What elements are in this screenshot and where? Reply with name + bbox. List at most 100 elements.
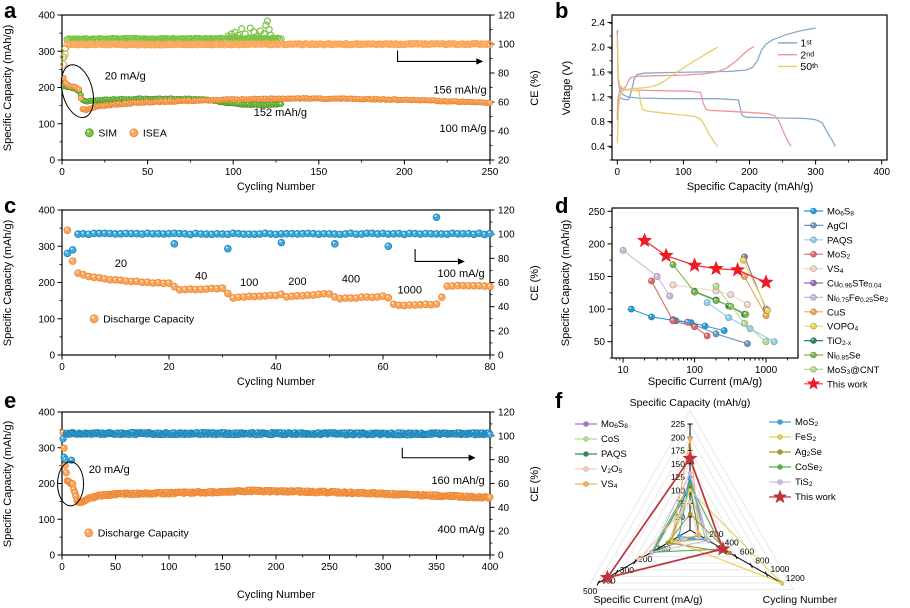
svg-text:156 mAh/g: 156 mAh/g [433, 85, 486, 97]
svg-text:50th: 50th [800, 61, 818, 73]
svg-text:20: 20 [498, 156, 510, 167]
svg-text:Voltage (V): Voltage (V) [561, 61, 573, 115]
svg-text:100: 100 [671, 485, 685, 495]
svg-text:500: 500 [583, 586, 597, 596]
svg-text:40: 40 [498, 302, 510, 313]
svg-text:1st: 1st [800, 38, 811, 50]
svg-text:50: 50 [142, 167, 154, 178]
svg-text:1.6: 1.6 [591, 68, 605, 79]
svg-text:150: 150 [671, 459, 685, 469]
panel-e: e 0 50 100 150 200 250 300 350 400 0 100 200 300 400 0… [0, 388, 545, 608]
svg-text:200: 200 [588, 239, 605, 250]
svg-text:200: 200 [268, 562, 285, 573]
svg-text:Specific Capacity (mAh/g): Specific Capacity (mAh/g) [2, 220, 14, 347]
svg-text:FeS2: FeS2 [795, 432, 816, 443]
svg-text:AgCl: AgCl [827, 221, 848, 232]
svg-text:Cycling Number: Cycling Number [763, 594, 838, 606]
svg-text:Cycling Number: Cycling Number [237, 181, 316, 193]
svg-text:100 mA/g: 100 mA/g [438, 268, 485, 280]
panel-a: a 0 50 100 150 200 250 0 100 200 300 400 20 40 60 80 10… [0, 0, 545, 195]
svg-text:2nd: 2nd [800, 49, 814, 61]
svg-text:Specific Capacity (mAh/g): Specific Capacity (mAh/g) [2, 421, 14, 548]
svg-text:100: 100 [588, 305, 605, 316]
panel-d-chart: 10 100 1000 50 100 150 200 250 Specific Current … [560, 207, 889, 391]
svg-text:10: 10 [618, 365, 630, 376]
svg-text:150: 150 [588, 272, 605, 283]
svg-text:VS4: VS4 [827, 264, 844, 275]
svg-text:200: 200 [38, 278, 55, 289]
svg-text:Ag2Se: Ag2Se [795, 447, 822, 458]
svg-text:800: 800 [755, 555, 769, 565]
svg-text:120: 120 [498, 11, 515, 22]
svg-text:MoS2: MoS2 [795, 417, 819, 428]
panel-c-letter: c [4, 193, 17, 218]
panel-f-letter: f [555, 388, 563, 413]
svg-text:100: 100 [498, 40, 515, 51]
svg-text:100: 100 [498, 230, 515, 241]
svg-text:200: 200 [38, 479, 55, 490]
svg-text:300: 300 [38, 443, 55, 454]
svg-text:300: 300 [807, 167, 824, 178]
svg-text:20: 20 [163, 362, 175, 373]
svg-text:80: 80 [498, 455, 510, 466]
svg-text:120: 120 [498, 408, 515, 419]
svg-text:100: 100 [38, 119, 55, 130]
svg-text:PAQS: PAQS [827, 235, 853, 246]
svg-text:20: 20 [498, 326, 510, 337]
panel-f: f 50 75 100 125 150 175 200 225 200 400 600 800 1000… [545, 388, 910, 608]
svg-text:0.4: 0.4 [591, 142, 605, 153]
svg-text:80: 80 [498, 69, 510, 80]
svg-text:2.0: 2.0 [591, 43, 605, 54]
svg-text:0: 0 [49, 551, 55, 562]
svg-text:100: 100 [240, 277, 258, 289]
panel-d: d 10 100 1000 50 100 150 200 250 Specific Curren… [545, 193, 910, 391]
svg-text:CE (%): CE (%) [529, 265, 541, 300]
svg-text:Specific Capacity (mAh/g): Specific Capacity (mAh/g) [630, 397, 751, 409]
svg-text:50: 50 [110, 562, 122, 573]
svg-text:200: 200 [638, 554, 652, 564]
svg-text:200: 200 [288, 276, 306, 288]
svg-text:Mo6S8: Mo6S8 [601, 419, 628, 430]
svg-text:1000: 1000 [770, 564, 789, 574]
svg-text:50: 50 [594, 337, 606, 348]
svg-text:20 mA/g: 20 mA/g [105, 71, 146, 83]
svg-text:0.8: 0.8 [591, 117, 605, 128]
svg-text:CE (%): CE (%) [529, 466, 541, 501]
svg-text:400 mA/g: 400 mA/g [438, 524, 485, 536]
svg-text:40: 40 [498, 503, 510, 514]
svg-text:300: 300 [375, 562, 392, 573]
svg-text:400: 400 [482, 562, 499, 573]
svg-text:175: 175 [671, 446, 685, 456]
svg-text:200: 200 [38, 83, 55, 94]
svg-text:300: 300 [38, 242, 55, 253]
svg-text:0: 0 [498, 551, 504, 562]
panel-b-letter: b [555, 0, 569, 23]
svg-text:80: 80 [484, 362, 496, 373]
svg-text:Specific Capacity (mAh/g): Specific Capacity (mAh/g) [687, 181, 814, 193]
svg-text:Ni0.75Fe0.25Se2: Ni0.75Fe0.25Se2 [827, 293, 889, 304]
svg-text:20 mA/g: 20 mA/g [89, 464, 130, 476]
svg-text:120: 120 [498, 206, 515, 217]
svg-text:350: 350 [428, 562, 445, 573]
panel-f-radar: 5075100125150175200225200400600800100012… [575, 397, 838, 606]
svg-text:200: 200 [741, 167, 758, 178]
svg-text:PAQS: PAQS [601, 449, 627, 460]
svg-text:40: 40 [498, 127, 510, 138]
svg-text:60: 60 [377, 362, 389, 373]
svg-text:160 mAh/g: 160 mAh/g [431, 475, 484, 487]
svg-text:SIM: SIM [98, 128, 117, 140]
svg-text:300: 300 [38, 47, 55, 58]
svg-text:250: 250 [321, 562, 338, 573]
svg-text:200: 200 [671, 432, 685, 442]
svg-text:400: 400 [38, 11, 55, 22]
svg-text:0: 0 [615, 167, 621, 178]
svg-text:100: 100 [38, 314, 55, 325]
svg-text:Cycling Number: Cycling Number [237, 589, 316, 601]
panel-b: b 0 100 200 300 400 0.4 0.8 1.2 1.6 2.0 2.4 Specifi… [545, 0, 910, 195]
svg-text:CE (%): CE (%) [529, 70, 541, 105]
svg-text:40: 40 [270, 362, 282, 373]
svg-text:0: 0 [498, 351, 504, 362]
panel-a-chart: 0 50 100 150 200 250 0 100 200 300 400 20 40 60 80 100 1… [2, 11, 541, 194]
svg-text:V2O5: V2O5 [601, 464, 622, 475]
